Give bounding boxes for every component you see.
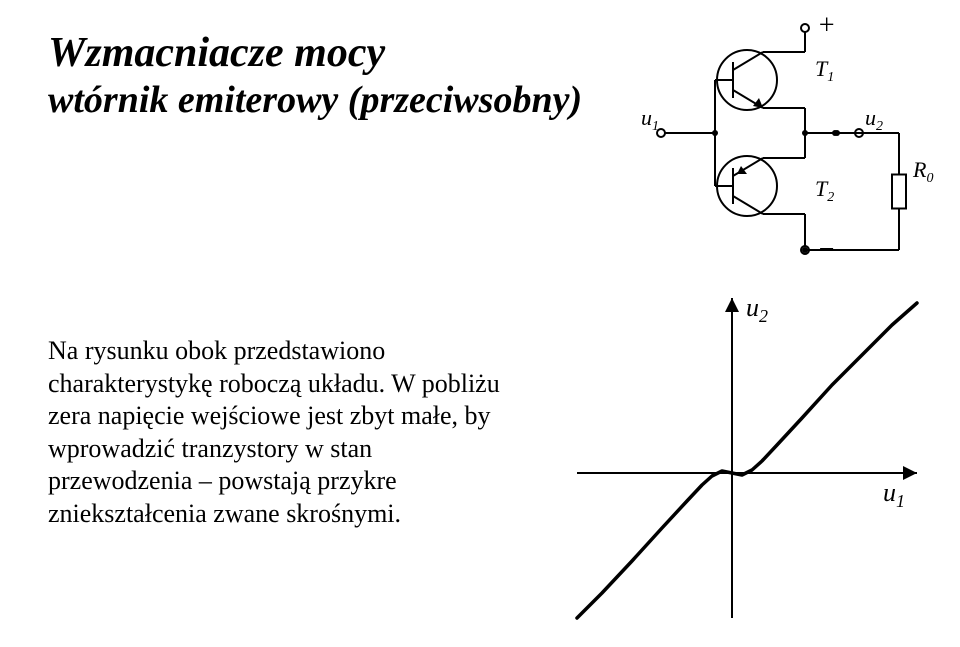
characteristic-chart: u1 u2 (562, 288, 932, 628)
svg-text:R0: R0 (912, 157, 933, 186)
circuit-diagram: +−u1u2T1T2R0 (637, 10, 942, 275)
svg-text:u2: u2 (746, 293, 768, 326)
svg-text:u1: u1 (883, 478, 905, 511)
page-root: Wzmacniacze mocy wtórnik emiterowy (prze… (0, 0, 960, 647)
body-paragraph: Na rysunku obok przedstawiono charaktery… (48, 335, 508, 530)
svg-text:u1: u1 (641, 105, 659, 134)
svg-text:T1: T1 (815, 56, 834, 85)
svg-text:T2: T2 (815, 176, 834, 205)
svg-text:u2: u2 (865, 105, 883, 134)
svg-text:+: + (817, 10, 836, 41)
